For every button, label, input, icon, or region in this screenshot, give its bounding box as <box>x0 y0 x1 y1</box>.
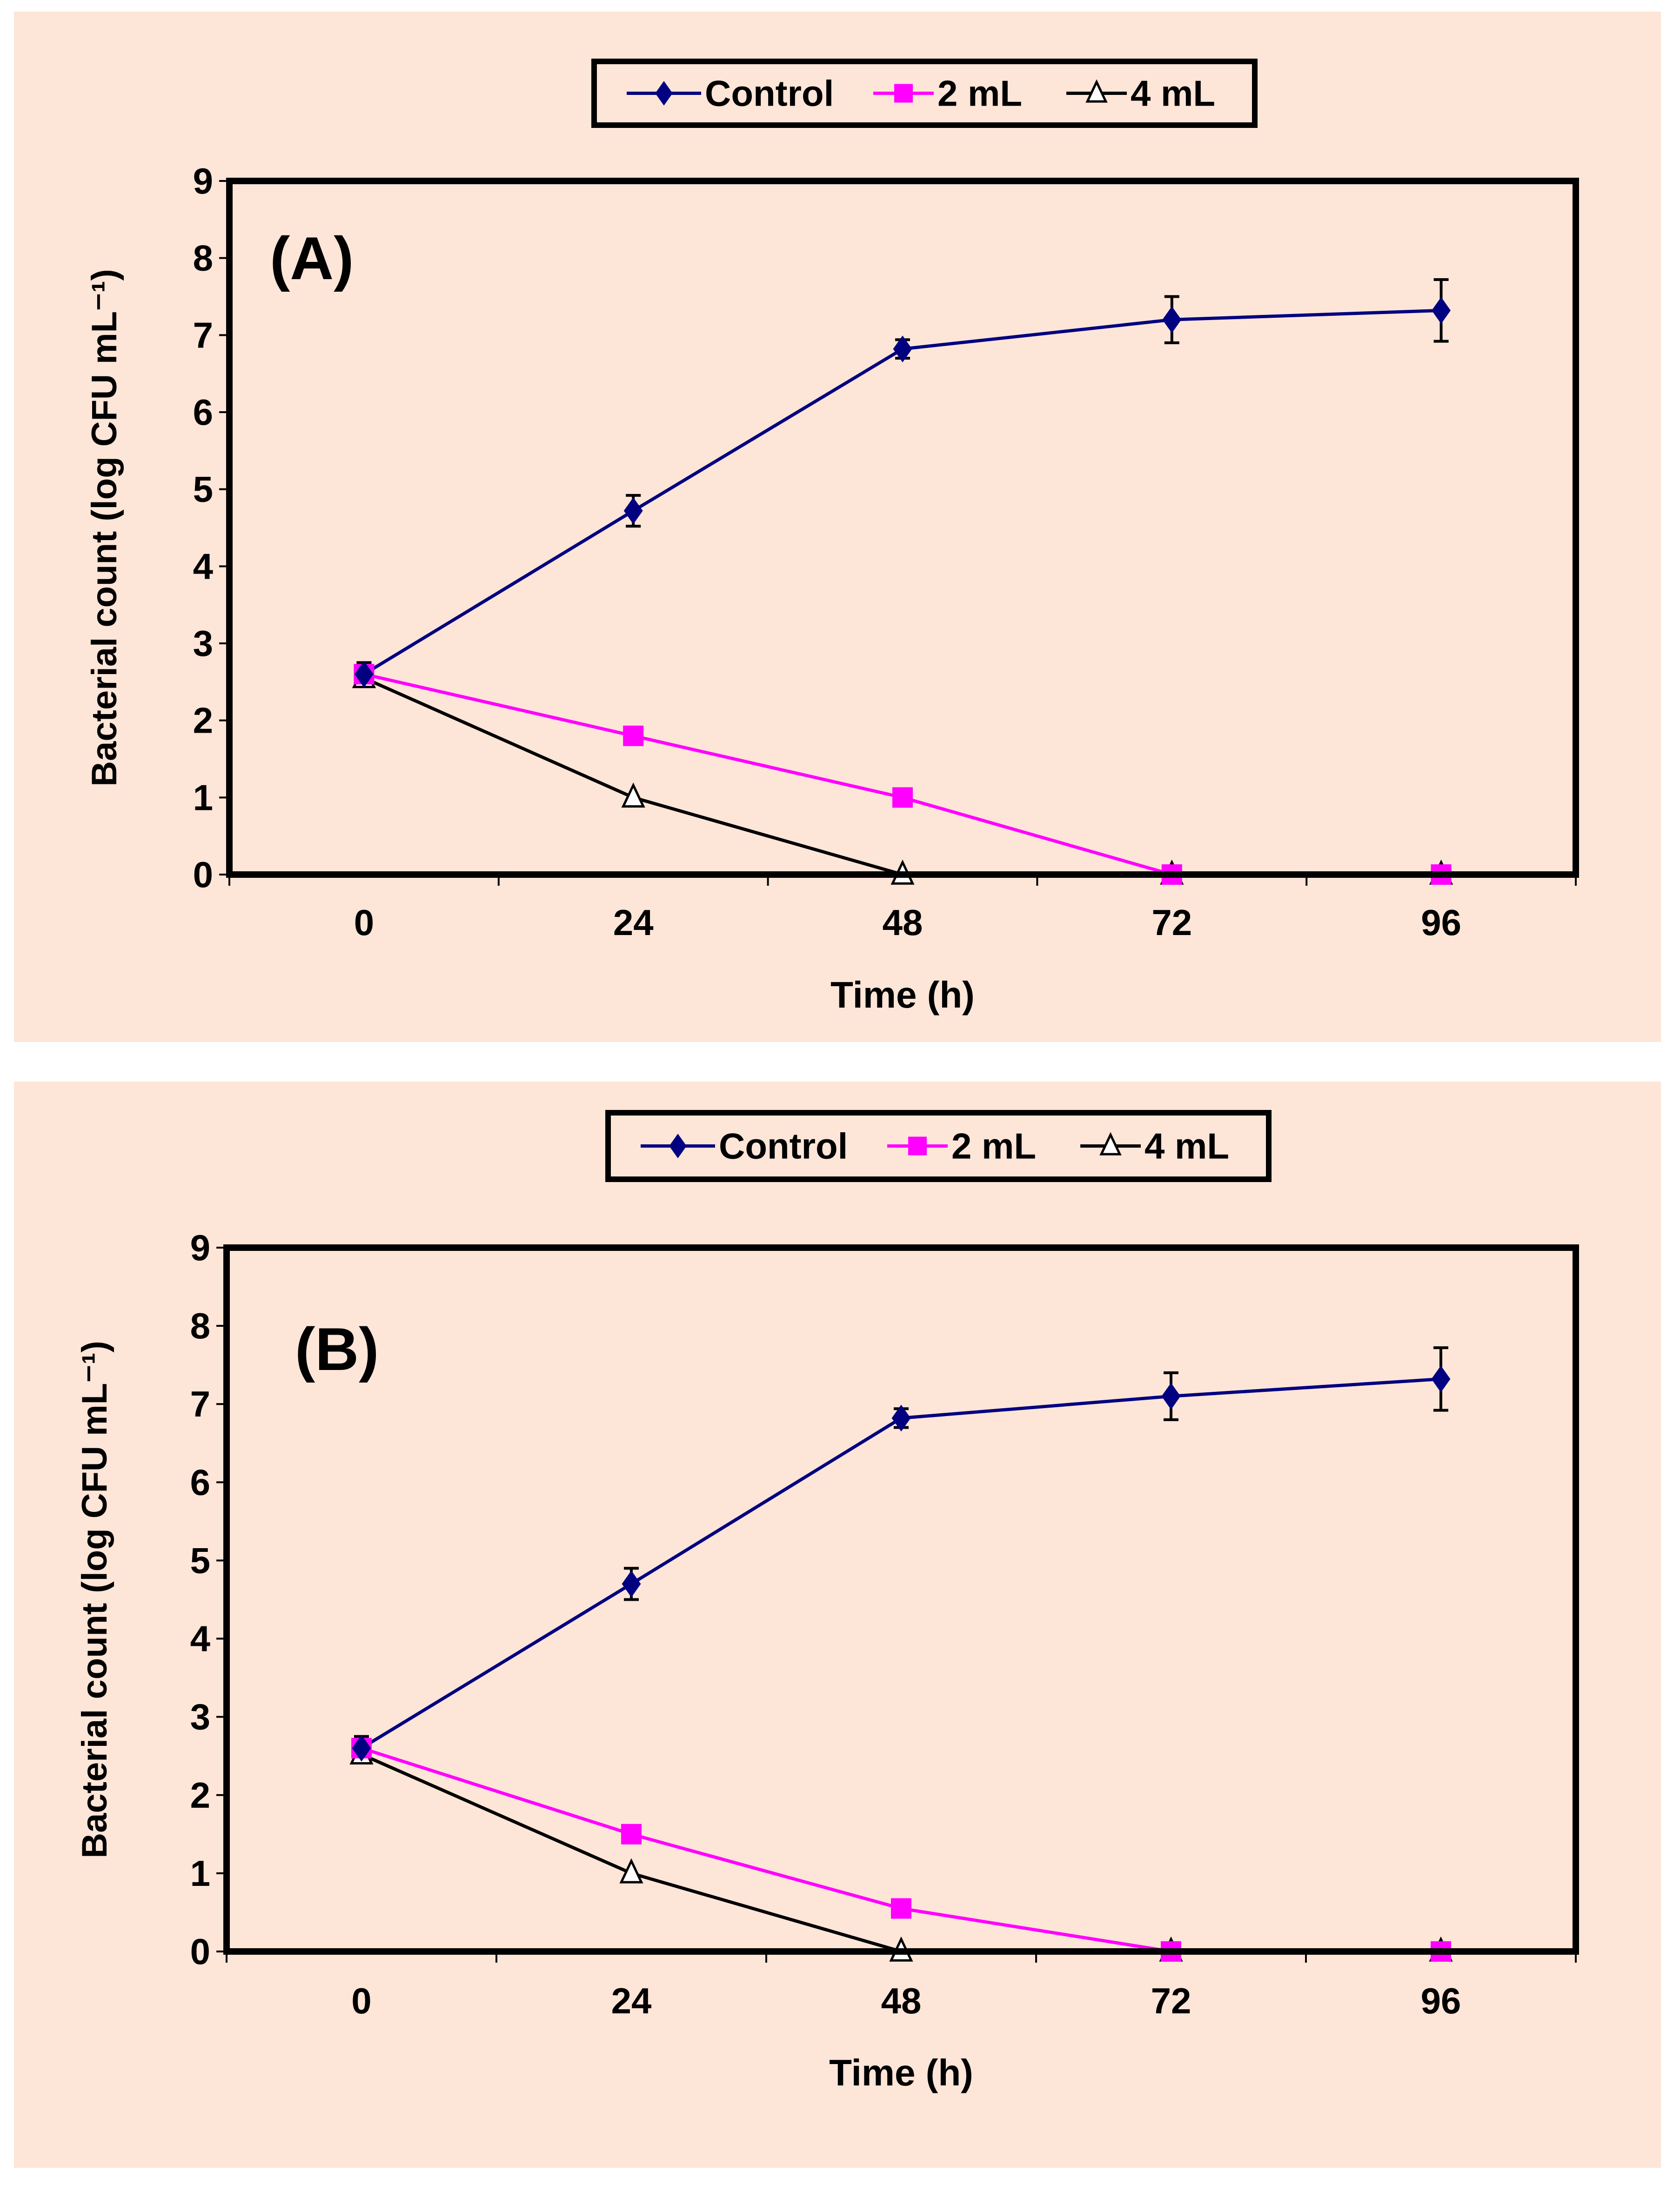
y-tick-label: 4 <box>190 1618 210 1659</box>
legend-marker-triangle <box>1099 1132 1122 1156</box>
data-point-triangle <box>619 1858 643 1884</box>
data-point-square <box>621 1824 642 1844</box>
legend-marker-square <box>908 1136 927 1156</box>
y-tick-label: 8 <box>193 238 213 279</box>
panel-b-background <box>14 1082 1661 2168</box>
y-tick-label: 3 <box>190 1697 210 1737</box>
panel-a-background <box>14 12 1661 1042</box>
y-tick-label: 8 <box>190 1305 210 1346</box>
x-tick-label: 0 <box>351 1980 371 2021</box>
x-axis-label: Time (h) <box>829 2052 973 2093</box>
plot-frame <box>226 178 1579 878</box>
y-tick-label: 0 <box>193 854 213 895</box>
legend-marker-diamond <box>669 1134 687 1158</box>
data-point-diamond <box>893 335 912 362</box>
legend: Control 2 mL 4 mL <box>605 1110 1272 1182</box>
x-tick-label: 48 <box>881 1980 922 2021</box>
data-point-diamond <box>1431 1365 1451 1393</box>
legend-label: Control <box>705 73 834 114</box>
legend-marker-square <box>894 84 913 103</box>
y-tick-label: 7 <box>190 1383 210 1424</box>
data-point-diamond <box>1161 1383 1181 1410</box>
y-tick-label: 1 <box>190 1853 210 1894</box>
panel-label: (B) <box>295 1315 379 1383</box>
data-point-square <box>623 725 644 746</box>
y-tick-label: 5 <box>190 1540 210 1581</box>
legend-label: 4 mL <box>1131 73 1215 114</box>
panel-a-chart: 0 1 2 3 4 5 6 7 8 9 0 24 48 72 96 Time (h) Bacterial cou… <box>85 59 1579 1016</box>
legend-marker-triangle <box>1085 79 1108 103</box>
x-tick-label: 0 <box>354 902 374 943</box>
data-point-diamond <box>622 1570 641 1597</box>
y-tick-label: 1 <box>193 777 213 818</box>
legend-label: 2 mL <box>937 73 1022 114</box>
legend-marker-diamond <box>655 81 673 106</box>
data-point-triangle <box>621 782 645 808</box>
y-tick-label: 3 <box>193 623 213 664</box>
x-tick-label: 96 <box>1421 902 1461 943</box>
y-tick-label: 6 <box>193 392 213 433</box>
y-tick-label: 4 <box>193 546 213 587</box>
x-tick-label: 72 <box>1151 1980 1191 2021</box>
y-tick-label: 0 <box>190 1931 210 1972</box>
data-point-diamond <box>623 497 643 524</box>
y-tick-label: 2 <box>193 700 213 741</box>
y-tick-label: 9 <box>190 1227 210 1268</box>
y-tick-label: 7 <box>193 314 213 355</box>
legend-label: 4 mL <box>1145 1126 1229 1167</box>
data-point-diamond <box>352 1735 371 1762</box>
data-point-diamond <box>1432 297 1451 324</box>
x-tick-label: 24 <box>611 1980 652 2021</box>
y-tick-label: 9 <box>193 160 213 201</box>
y-axis-label: Bacterial count (log CFU mL⁻¹) <box>75 1341 114 1858</box>
x-tick-label: 96 <box>1421 1980 1461 2021</box>
y-tick-label: 6 <box>190 1462 210 1503</box>
x-tick-label: 24 <box>613 902 654 943</box>
x-axis-label: Time (h) <box>830 974 975 1016</box>
legend: Control 2 mL 4 mL <box>591 59 1258 128</box>
plot-frame <box>223 1244 1579 1955</box>
x-tick-label: 72 <box>1151 902 1192 943</box>
y-axis-label: Bacterial count (log CFU mL⁻¹) <box>85 269 124 787</box>
data-point-square <box>891 1898 911 1919</box>
legend-label: Control <box>719 1126 848 1167</box>
data-point-diamond <box>1162 306 1182 333</box>
legend-label: 2 mL <box>951 1126 1036 1167</box>
data-point-diamond <box>891 1404 911 1432</box>
y-tick-label: 5 <box>193 469 213 510</box>
data-point-diamond <box>355 661 374 688</box>
panel-b-chart: 0 1 2 3 4 5 6 7 8 9 0 24 48 72 96 Time (h) Bacterial cou… <box>75 1110 1579 2093</box>
y-tick-label: 2 <box>190 1775 210 1816</box>
data-point-square <box>892 787 913 808</box>
x-tick-label: 48 <box>883 902 923 943</box>
panel-label: (A) <box>270 224 354 292</box>
